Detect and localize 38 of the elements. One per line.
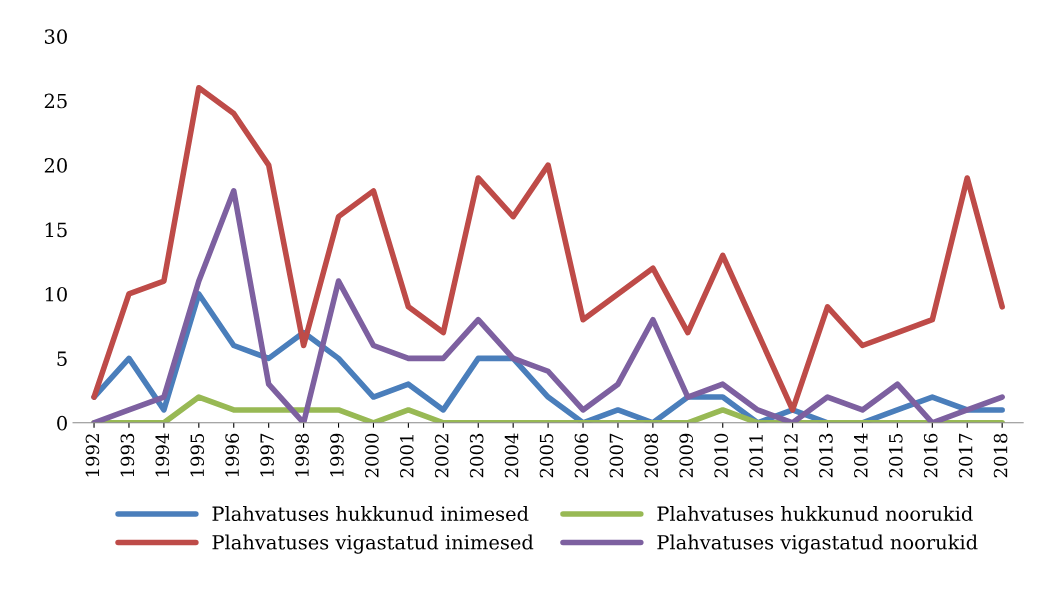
x-tick-label: 1998 [295, 433, 309, 477]
y-tick-label: 15 [45, 222, 67, 238]
x-tick-label: 2006 [574, 433, 589, 478]
x-tick-label: 2005 [539, 433, 554, 478]
y-tick-label: 0 [57, 415, 67, 431]
x-tick-label: 2007 [609, 433, 624, 478]
y-tick-label: 25 [44, 93, 67, 109]
legend-label: Plahvatuses vigastatud inimesed [212, 534, 534, 554]
x-tick-label: 1994 [155, 433, 170, 477]
x-tick-label: 2004 [504, 433, 519, 478]
x-tick-label: 2000 [365, 433, 379, 478]
x-tick-label: 2012 [784, 434, 798, 478]
x-tick-label: 2014 [854, 433, 868, 478]
y-tick-label: 5 [57, 351, 67, 367]
x-tick-label: 2016 [923, 433, 938, 478]
x-tick-label: 2009 [679, 433, 694, 478]
x-tick-label: 2013 [819, 433, 833, 478]
y-tick-label: 20 [44, 158, 67, 173]
x-tick-label: 1993 [120, 433, 135, 477]
y-tick-label: 10 [45, 286, 67, 302]
x-tick-label: 1992 [85, 434, 100, 477]
x-tick-label: 2008 [644, 433, 659, 478]
y-tick-label: 30 [44, 29, 67, 44]
x-tick-label: 1996 [225, 433, 239, 477]
x-tick-label: 2010 [714, 433, 728, 478]
legend-label: Plahvatuses hukkunud noorukid [657, 506, 973, 522]
legend-label: Plahvatuses hukkunud inimesed [212, 506, 529, 522]
x-tick-label: 2002 [434, 434, 449, 478]
x-tick-label: 1999 [330, 433, 344, 477]
x-tick-label: 2017 [958, 433, 973, 478]
x-tick-label: 2015 [888, 433, 903, 478]
x-tick-label: 2001 [399, 435, 414, 478]
x-tick-label: 2011 [749, 435, 763, 478]
x-tick-label: 2018 [993, 433, 1008, 478]
legend-label: Plahvatuses vigastatud noorukid [657, 534, 978, 554]
x-tick-label: 1995 [190, 433, 205, 477]
x-tick-label: 1997 [260, 433, 274, 477]
x-tick-label: 2003 [469, 433, 484, 478]
